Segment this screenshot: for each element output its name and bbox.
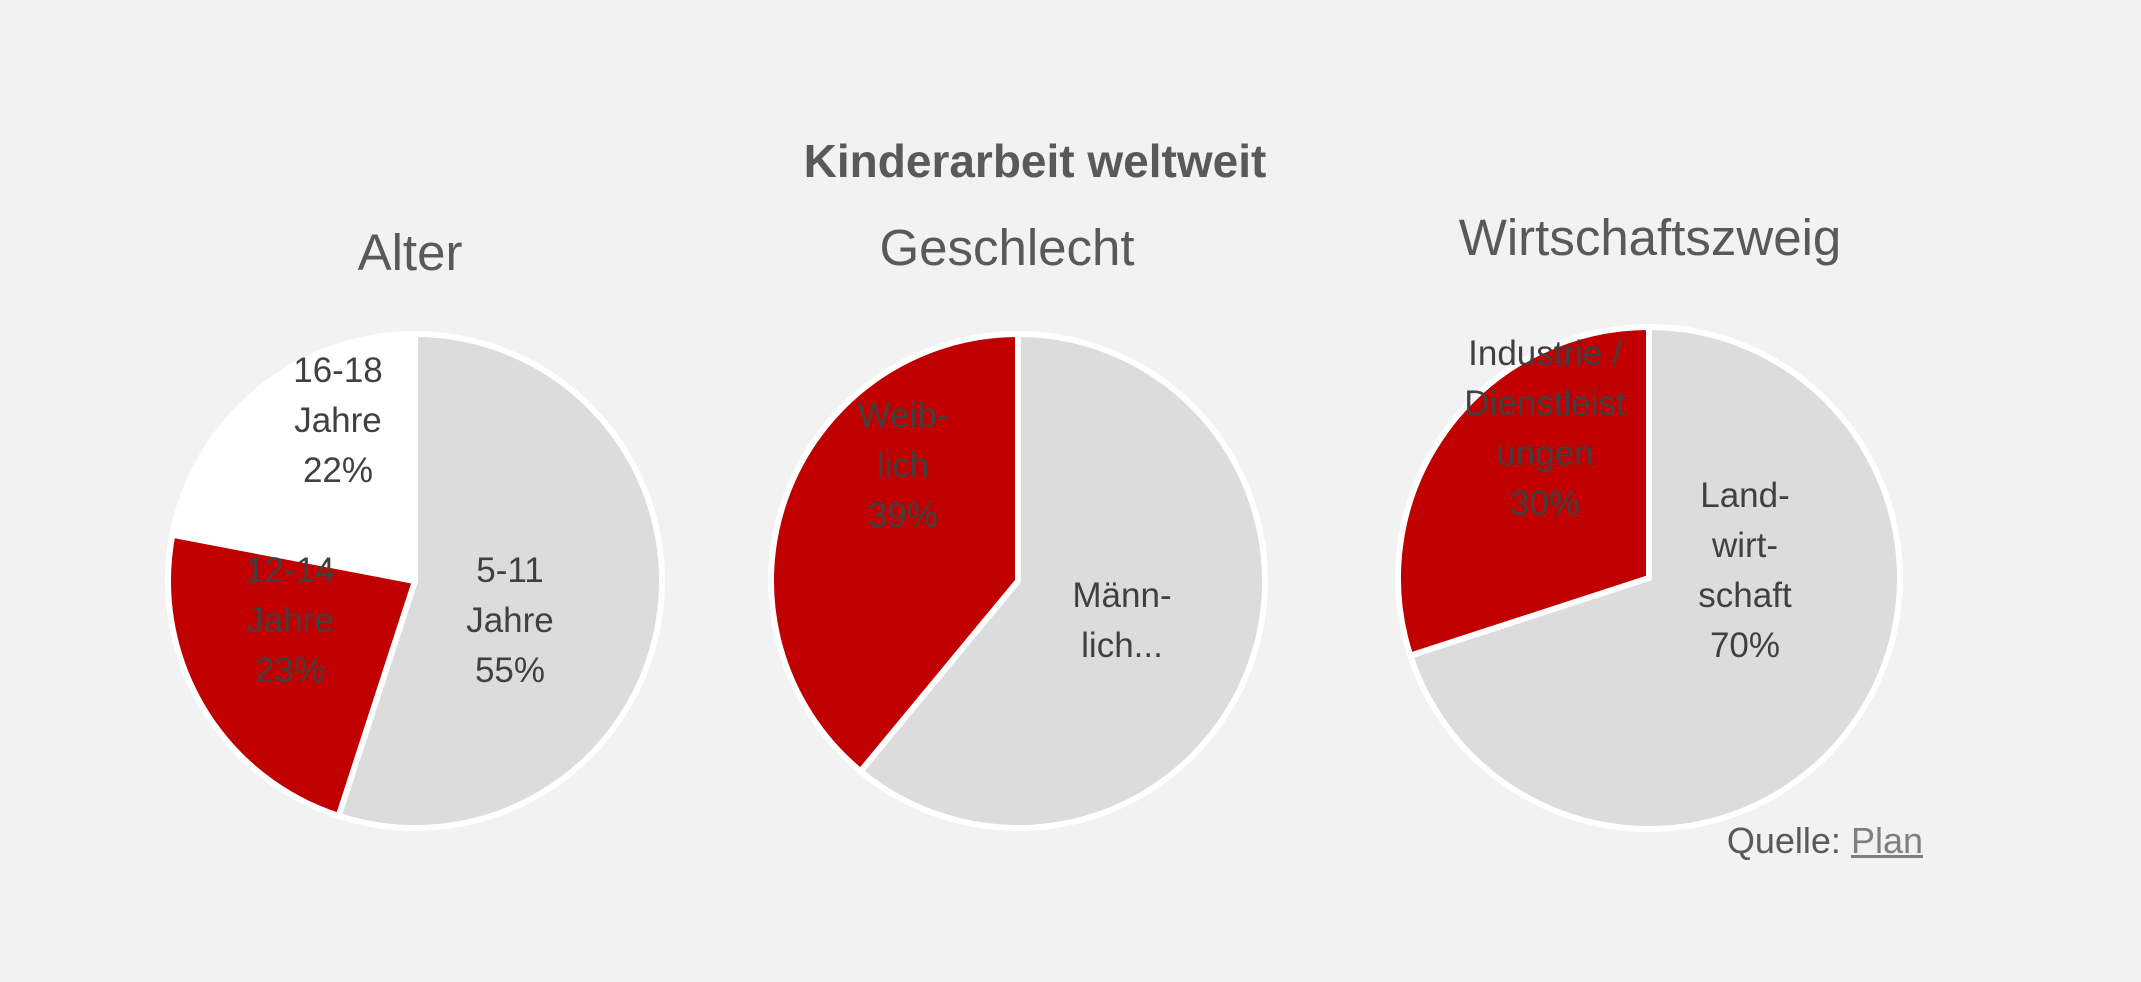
slice-label-line: Weib-	[858, 396, 949, 435]
slice-label-line: Männ-	[1072, 576, 1171, 615]
pie-title: Wirtschaftszweig	[1459, 209, 1842, 266]
slice-label: Industrie / Dienstleist ungen 30%	[1464, 334, 1626, 523]
slice-label: Weib-lich 39%	[858, 396, 949, 535]
pie-slice	[1407, 324, 1903, 832]
slice-label: 12-14 Jahre 23%	[245, 551, 335, 690]
pie-chart-wirtschaftszweig: Wirtschaftszweig Land-wirt-schaft 70% Indus…	[1394, 209, 1903, 832]
slice-label-line: Industrie /	[1468, 334, 1622, 373]
slice-label-line: lich	[877, 446, 930, 485]
pie-chart-geschlecht: Geschlecht Männ-lich... Weib-lich 39%	[768, 219, 1268, 831]
slice-label: 5-11 Jahre 55%	[466, 551, 554, 690]
slice-label-line: Jahre	[294, 401, 382, 440]
slice-label-line: 55%	[475, 651, 545, 690]
pie-chart-alter: Alter 5-11 Jahre 55% 12-14 Jahre 23% 16-18 Jahre…	[165, 224, 665, 831]
slice-label-line: ungen	[1496, 434, 1593, 473]
pie-title: Alter	[358, 224, 463, 281]
slice-label-line: 16-18	[293, 351, 383, 390]
source-link[interactable]: Plan	[1850, 820, 1923, 861]
slice-label-line: Land-	[1700, 476, 1790, 515]
slice-label-line: wirt-	[1711, 526, 1778, 565]
slice-label-line: 23%	[255, 651, 325, 690]
slice-label-line: 12-14	[245, 551, 335, 590]
slice-label: Land-wirt-schaft 70%	[1698, 476, 1792, 665]
slice-label: Männ-lich...	[1072, 576, 1171, 665]
pie-slice	[165, 531, 418, 819]
slice-label-line: lich...	[1081, 626, 1163, 665]
slice-label-line: Jahre	[246, 601, 334, 640]
source-label: Quelle:	[1726, 820, 1841, 861]
pie-slice	[768, 331, 1021, 775]
pie-slice	[335, 331, 665, 831]
slice-label-line: 22%	[303, 451, 373, 490]
slice-label-line: 30%	[1510, 484, 1580, 523]
pie-title: Geschlecht	[879, 219, 1134, 276]
source-note: Quelle: Plan	[1727, 820, 1923, 862]
slice-label-line: Dienstleist	[1464, 384, 1626, 423]
pie-slice	[857, 331, 1268, 831]
slice-label-line: Jahre	[466, 601, 554, 640]
slice-label-line: 70%	[1710, 626, 1780, 665]
pie-slice	[169, 331, 418, 584]
chart-title: Kinderarbeit weltweit	[803, 135, 1267, 187]
slice-label-line: schaft	[1698, 576, 1792, 615]
slice-label: 16-18 Jahre 22%	[293, 351, 383, 490]
slice-label-line: 39%	[868, 496, 938, 535]
slice-label-line: 5-11	[476, 551, 543, 590]
pie-slice	[1394, 324, 1652, 659]
